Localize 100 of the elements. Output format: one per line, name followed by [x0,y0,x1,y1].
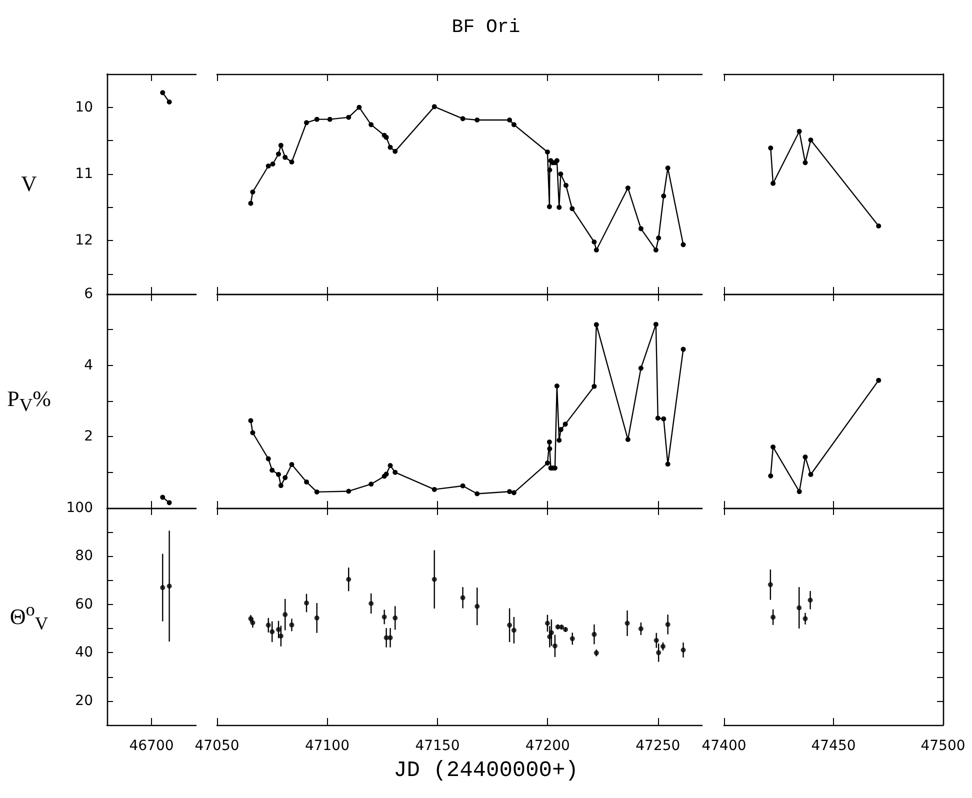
point [356,104,362,110]
point [665,166,670,170]
point [266,622,271,628]
point [266,456,271,462]
point [270,468,275,473]
y-tick-label: 11 [75,166,93,182]
y-tick-label: 4 [84,357,94,374]
x-tick-label: 47100 [304,738,350,754]
point [474,491,480,496]
point [432,576,437,582]
point [266,164,271,168]
y-axis-title: P$_{V}$% [7,386,51,416]
point [289,160,294,164]
point [346,114,352,120]
point [304,120,310,126]
point [554,384,560,389]
point [876,224,882,228]
point [289,462,294,467]
point [270,162,276,166]
point [368,600,374,606]
point [388,635,393,640]
point [382,614,387,620]
point [511,490,516,496]
point [248,418,254,424]
x-axis-title: JD (24400000+) [394,758,578,783]
point [474,604,480,609]
point [250,190,256,194]
y-tick-label: 2 [84,428,93,445]
point [665,622,670,627]
point [278,483,284,488]
point [289,622,294,628]
point [656,236,662,240]
point [474,118,480,122]
x-tick-label: 47500 [920,738,966,754]
point [558,172,564,176]
point [392,470,398,475]
point [282,154,288,160]
point [282,612,288,618]
point [594,248,599,252]
point [796,489,802,494]
point [562,422,568,427]
point [248,200,254,206]
x-tick-label: 47250 [636,738,680,754]
point [802,160,808,166]
point [460,483,466,488]
point [680,648,686,653]
point [270,629,275,634]
y-tick-label: 40 [75,644,93,661]
point [570,636,575,642]
point [876,378,882,383]
point [558,427,564,432]
point [592,632,597,637]
point [592,384,597,389]
point [250,430,256,436]
point [304,600,310,606]
point [653,322,658,327]
point [638,366,644,371]
point [808,472,814,477]
point [770,180,776,186]
y-tick-label: 10 [75,99,93,116]
point [768,582,773,588]
point [304,479,310,484]
point [388,463,393,468]
y-axis-title: V [21,171,37,197]
y-tick-label: 6 [84,286,94,302]
point [282,475,288,480]
point [432,104,437,110]
point [594,322,599,328]
y-tick-label: 100 [66,500,93,516]
point [547,168,552,172]
chart-title: BF Ori [452,16,520,38]
point [768,473,774,478]
point [796,128,802,134]
point [546,204,552,210]
point [346,576,352,582]
point [546,440,552,445]
point [327,116,332,122]
point [808,138,814,142]
point [638,226,644,232]
point [278,142,284,148]
point [392,615,398,620]
point [547,634,552,640]
point [392,148,398,154]
point [368,122,374,128]
point [314,489,320,494]
y-tick-label: 60 [75,596,93,612]
point [556,438,562,443]
point [770,444,776,450]
point [511,628,516,633]
point [624,620,630,626]
point [511,122,516,128]
point [655,416,660,421]
point [507,622,512,628]
point [592,240,597,244]
point [802,454,808,460]
point [314,615,320,620]
point [460,116,466,122]
point [547,446,552,452]
point [796,605,802,610]
y-tick-label: 80 [75,548,93,564]
